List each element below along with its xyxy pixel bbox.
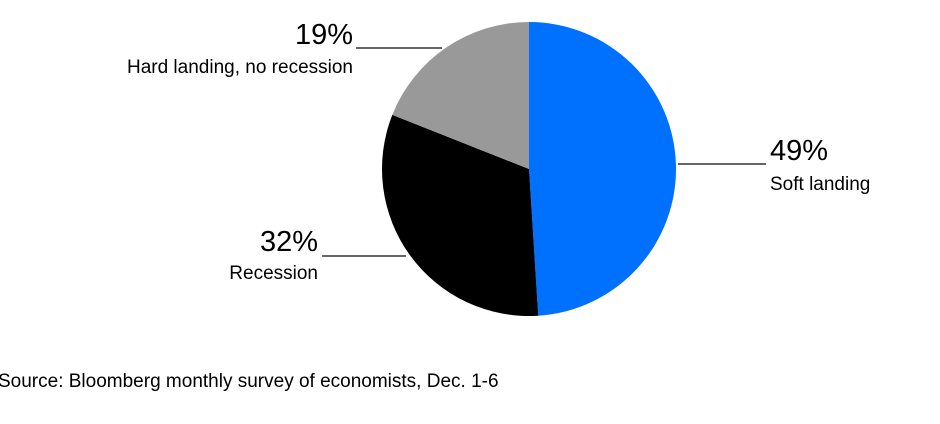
category-label-recession: Recession [229,263,318,284]
category-label-hard-landing-no-recession: Hard landing, no recession [127,57,353,78]
pie-slice-soft-landing [529,22,676,316]
pie-slice-recession [381,114,539,317]
percent-label-soft-landing: 49% [770,135,828,167]
pie-slice-hard-landing-no-recession [392,22,529,169]
pie-chart: 49% Soft landing 32% Recession 19% Hard landi… [127,19,870,317]
percent-label-recession: 32% [260,226,318,258]
category-label-soft-landing: Soft landing [770,174,870,195]
source-note: Source: Bloomberg monthly survey of econ… [0,371,499,392]
percent-label-hard-landing-no-recession: 19% [295,19,353,51]
